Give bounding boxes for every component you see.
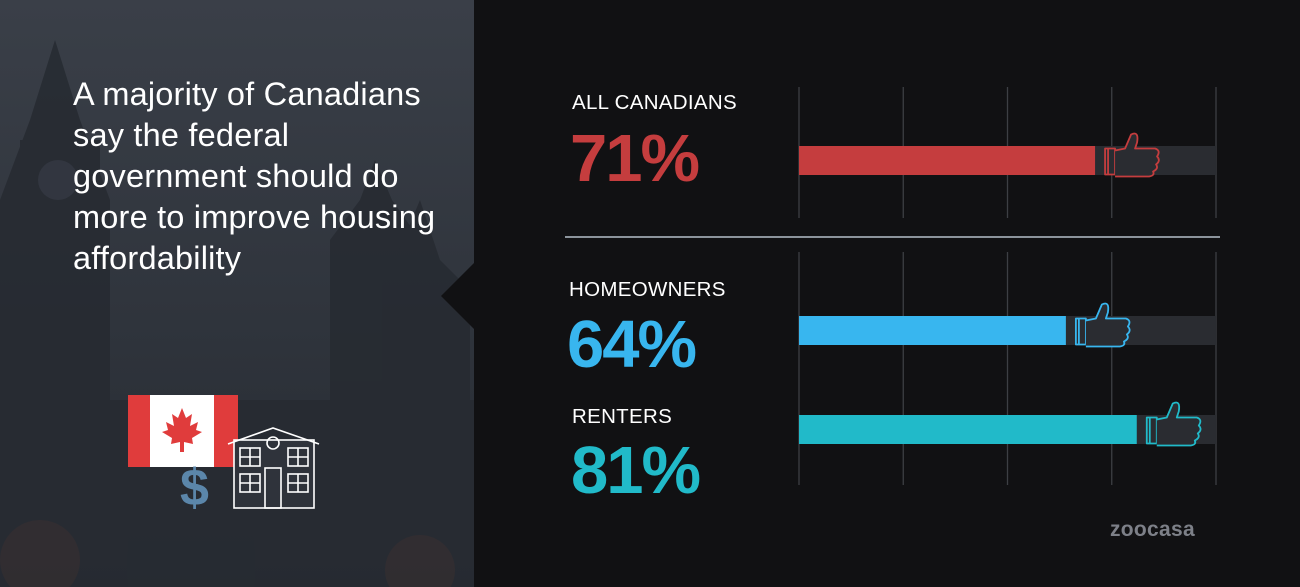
bar xyxy=(799,415,1137,444)
bar xyxy=(799,146,1096,175)
bar-rows: ALL CANADIANS 71% HOMEOWNERS 64% RENTERS 81% xyxy=(567,91,1216,508)
bar-row: RENTERS 81% xyxy=(571,401,1216,508)
value-label: 64% xyxy=(567,307,696,382)
dollar-icon: $ xyxy=(180,459,209,517)
thumbs-up-icon xyxy=(1145,401,1202,447)
chart-grid xyxy=(798,87,1217,485)
value-label: 71% xyxy=(570,121,699,196)
bar-row: HOMEOWNERS 64% xyxy=(567,278,1216,382)
illustration: $ xyxy=(128,395,320,517)
house-icon xyxy=(227,427,320,509)
thumbs-up-icon xyxy=(1074,302,1131,348)
headline: A majority of Canadians say the federal … xyxy=(73,76,436,276)
canada-flag-icon xyxy=(128,395,238,467)
category-label: HOMEOWNERS xyxy=(569,278,726,301)
bar-row: ALL CANADIANS 71% xyxy=(570,91,1216,196)
category-label: ALL CANADIANS xyxy=(572,91,737,114)
panel-pointer xyxy=(441,262,475,330)
brand-logo: zoocasa xyxy=(1110,518,1195,541)
thumbs-up-icon xyxy=(1104,132,1160,178)
bar xyxy=(799,316,1066,345)
category-label: RENTERS xyxy=(572,405,672,428)
value-label: 81% xyxy=(571,433,700,508)
